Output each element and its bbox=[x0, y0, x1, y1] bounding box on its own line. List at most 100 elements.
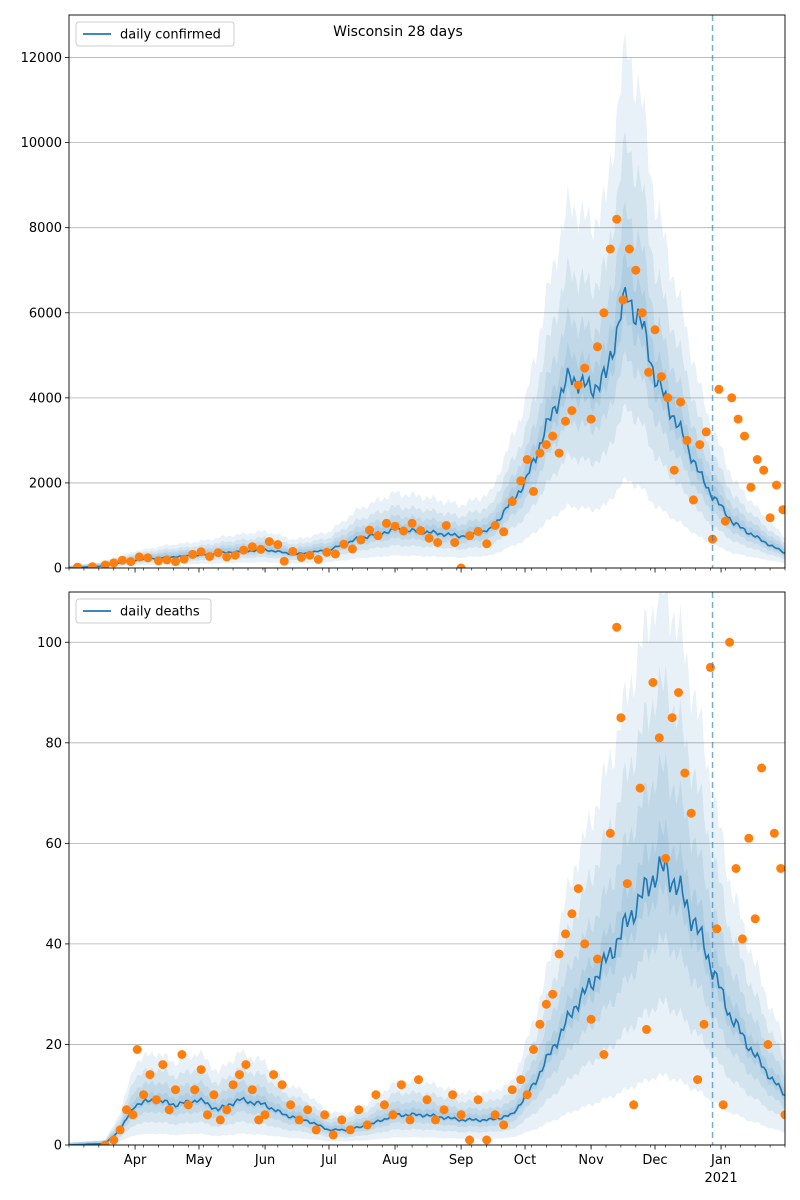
observation-point bbox=[776, 864, 785, 873]
observation-point bbox=[554, 448, 564, 458]
observation-point bbox=[612, 214, 622, 224]
observation-point bbox=[303, 1105, 313, 1115]
observation-point bbox=[725, 637, 735, 647]
observation-point bbox=[213, 548, 223, 558]
observation-point bbox=[279, 556, 289, 566]
observation-point bbox=[177, 1050, 187, 1059]
observation-point bbox=[382, 518, 391, 528]
observation-point bbox=[599, 308, 609, 318]
observation-point bbox=[507, 1085, 517, 1095]
observation-point bbox=[288, 546, 298, 556]
observation-point bbox=[580, 363, 590, 373]
x-tick-label: Nov bbox=[578, 1153, 604, 1168]
observation-point bbox=[456, 1110, 466, 1120]
uncertainty-band-80 bbox=[69, 752, 785, 1145]
observation-point bbox=[273, 540, 283, 550]
observation-point bbox=[541, 440, 551, 450]
y-tick-label: 4000 bbox=[29, 391, 62, 406]
y-tick-label: 20 bbox=[45, 1038, 62, 1053]
legend-label: daily confirmed bbox=[120, 28, 221, 43]
observation-point bbox=[635, 783, 645, 793]
y-tick-label: 8000 bbox=[29, 221, 62, 236]
observation-point bbox=[695, 440, 705, 450]
y-tick-label: 0 bbox=[54, 562, 62, 577]
observation-point bbox=[183, 1100, 193, 1110]
observation-point bbox=[239, 545, 249, 555]
observation-point bbox=[688, 495, 698, 505]
observation-point bbox=[561, 416, 570, 426]
observation-point bbox=[605, 828, 615, 838]
observation-point bbox=[669, 465, 679, 475]
x-tick-label: Jul bbox=[320, 1153, 337, 1168]
observation-point bbox=[254, 1115, 264, 1125]
observation-point bbox=[599, 1050, 609, 1059]
observation-point bbox=[535, 1019, 545, 1029]
x-tick-label: Jun bbox=[254, 1153, 275, 1168]
observation-point bbox=[763, 1040, 773, 1049]
observation-point bbox=[228, 1080, 238, 1090]
x-tick-label: Jan bbox=[710, 1153, 731, 1168]
observation-point bbox=[561, 929, 570, 939]
observation-point bbox=[115, 1125, 125, 1135]
observation-point bbox=[529, 1045, 538, 1054]
observation-point bbox=[612, 622, 622, 632]
observation-point bbox=[642, 1024, 651, 1034]
y-tick-label: 6000 bbox=[29, 306, 62, 321]
observation-point bbox=[624, 244, 634, 254]
observation-point bbox=[109, 558, 119, 568]
observation-point bbox=[733, 414, 743, 424]
observation-point bbox=[100, 1140, 110, 1145]
observation-point bbox=[441, 521, 451, 530]
observation-point bbox=[414, 1075, 423, 1085]
observation-point bbox=[780, 1110, 785, 1120]
observation-point bbox=[247, 1085, 257, 1095]
observation-point bbox=[567, 406, 577, 416]
uncertainty-band-95 bbox=[69, 130, 785, 568]
observation-point bbox=[629, 1100, 639, 1110]
observation-point bbox=[337, 1115, 347, 1125]
observation-point bbox=[573, 884, 583, 894]
observation-point bbox=[407, 518, 417, 528]
observation-point bbox=[128, 1110, 138, 1120]
observation-point bbox=[196, 1065, 206, 1075]
observation-point bbox=[313, 555, 323, 564]
observation-point bbox=[305, 550, 315, 560]
observation-point bbox=[516, 1075, 526, 1085]
legend-label: daily deaths bbox=[120, 605, 200, 620]
observation-point bbox=[661, 853, 671, 863]
observation-point bbox=[100, 560, 110, 568]
observation-point bbox=[622, 879, 632, 889]
observation-point bbox=[682, 435, 692, 445]
observation-point bbox=[490, 521, 500, 530]
y-tick-label: 0 bbox=[54, 1139, 62, 1154]
observation-point bbox=[190, 1085, 200, 1095]
observation-point bbox=[499, 527, 509, 537]
x-tick-label: Dec bbox=[642, 1153, 667, 1168]
observation-point bbox=[205, 552, 215, 561]
observation-point bbox=[746, 482, 756, 492]
observation-point bbox=[296, 552, 306, 562]
uncertainty-band-99 bbox=[69, 32, 785, 568]
observation-point bbox=[196, 547, 206, 557]
observation-point bbox=[73, 562, 82, 568]
observation-point bbox=[222, 1105, 232, 1115]
observation-point bbox=[674, 688, 683, 697]
observation-point bbox=[529, 486, 538, 496]
observation-point bbox=[554, 949, 564, 959]
x-tick-label: Aug bbox=[382, 1153, 407, 1168]
observation-point bbox=[422, 1095, 432, 1105]
observation-point bbox=[605, 244, 615, 254]
observation-point bbox=[535, 448, 545, 458]
observation-point bbox=[712, 924, 722, 934]
observation-point bbox=[158, 1060, 168, 1070]
observation-point bbox=[490, 1110, 500, 1120]
observation-point bbox=[618, 295, 628, 305]
observation-point bbox=[405, 1115, 415, 1125]
observation-point bbox=[516, 476, 526, 486]
observation-point bbox=[750, 914, 760, 924]
observation-point bbox=[718, 1100, 728, 1110]
observation-point bbox=[416, 526, 426, 536]
observation-point bbox=[171, 557, 180, 567]
observation-point bbox=[379, 1100, 389, 1110]
